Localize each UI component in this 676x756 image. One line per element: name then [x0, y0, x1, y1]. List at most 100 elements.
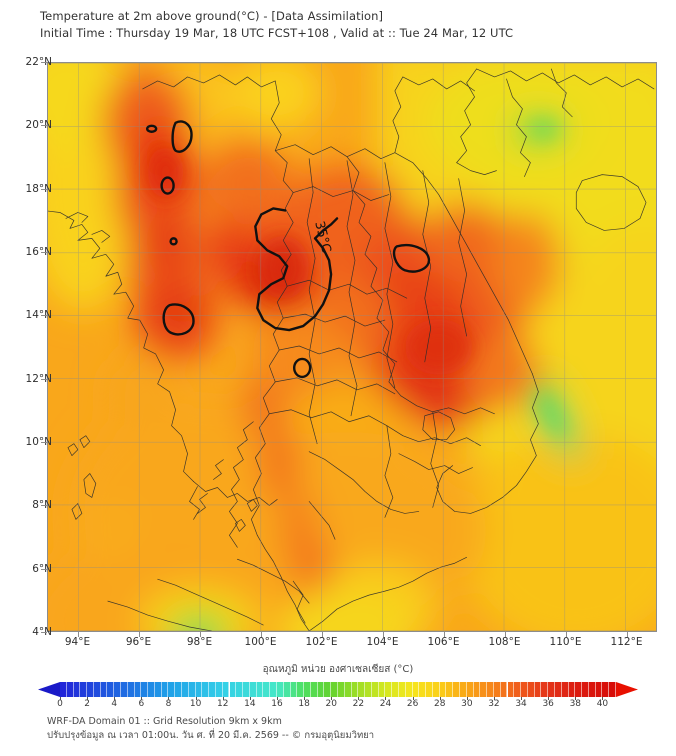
colorbar-tick-mark	[277, 697, 278, 700]
longitude-tick-mark	[139, 632, 140, 637]
latitude-tick-mark	[41, 632, 47, 633]
colorbar-tick-mark	[440, 697, 441, 700]
longitude-tick-label: 110°E	[549, 636, 582, 648]
colorbar-segment	[229, 682, 237, 697]
colorbar-segment	[378, 682, 386, 697]
colorbar-segment	[466, 682, 474, 697]
longitude-tick-label: 112°E	[610, 636, 643, 648]
colorbar-segment	[243, 682, 250, 697]
colorbar-segment	[188, 682, 196, 697]
longitude-tick-mark	[627, 632, 628, 637]
latitude-tick-label: 12°N	[25, 372, 52, 385]
colorbar-segment	[114, 682, 121, 697]
colorbar-segment	[249, 682, 257, 697]
colorbar-segment	[561, 682, 569, 697]
latitude-tick-label: 14°N	[25, 309, 52, 322]
colorbar-tick-label: 26	[406, 699, 419, 709]
colorbar-tick-mark	[385, 697, 386, 700]
colorbar-tick-label: 18	[298, 699, 310, 709]
colorbar-segment	[351, 682, 359, 697]
colorbar-segment	[134, 682, 142, 697]
colorbar-tick-mark	[60, 697, 61, 700]
temperature-contour-35c	[145, 120, 430, 379]
colorbar-tick-label: 22	[352, 699, 365, 709]
colorbar-segment	[215, 682, 223, 697]
latitude-tick-label: 16°N	[25, 246, 52, 258]
colorbar-segment	[412, 682, 420, 697]
colorbar-segment	[541, 682, 549, 697]
colorbar-segment	[317, 682, 325, 697]
colorbar-tick-label: 10	[189, 699, 202, 709]
latitude-tick-mark	[41, 505, 47, 506]
colorbar-segment	[175, 682, 183, 697]
colorbar-tick-mark	[87, 697, 88, 700]
latitude-tick-mark	[41, 569, 47, 570]
colorbar-segment	[500, 682, 508, 697]
latitude-tick-label: 20°N	[25, 119, 52, 132]
colorbar-tick-mark	[575, 697, 576, 700]
colorbar-gradient-body	[60, 682, 616, 697]
colorbar-tick-mark	[168, 697, 169, 700]
colorbar-segment	[602, 682, 610, 697]
colorbar-segment	[534, 682, 542, 697]
colorbar-segment	[331, 682, 338, 697]
colorbar-segment	[195, 682, 203, 697]
colorbar-segment	[548, 682, 555, 697]
latitude-tick-mark	[41, 442, 47, 443]
longitude-tick-mark	[200, 632, 201, 637]
latitude-tick-mark	[41, 189, 47, 190]
chart-footer: WRF-DA Domain 01 :: Grid Resolution 9km …	[47, 715, 647, 743]
colorbar-segment	[80, 682, 88, 697]
colorbar-segment	[588, 682, 596, 697]
longitude-tick-mark	[322, 632, 323, 637]
colorbar-segment	[405, 682, 413, 697]
colorbar-tick-label: 8	[165, 699, 172, 709]
colorbar-segment	[446, 682, 454, 697]
longitude-tick-mark	[505, 632, 506, 637]
latitude-tick-mark	[41, 252, 47, 253]
colorbar-segment	[141, 682, 149, 697]
colorbar-segment	[344, 682, 352, 697]
colorbar-tick-mark	[223, 697, 224, 700]
colorbar-low-arrow	[38, 682, 60, 697]
colorbar-tick-label: 40	[596, 699, 609, 709]
colorbar-tick-mark	[413, 697, 414, 700]
colorbar-tick-mark	[358, 697, 359, 700]
colorbar-tick-label: 4	[111, 699, 118, 709]
colorbar-segment	[582, 682, 589, 697]
colorbar-segment	[460, 682, 467, 697]
colorbar-tick-mark	[494, 697, 495, 700]
colorbar-tick-label: 38	[569, 699, 582, 709]
colorbar-segment	[154, 682, 162, 697]
colorbar-tick-label: 28	[433, 699, 446, 709]
longitude-tick-mark	[383, 632, 384, 637]
longitude-tick-label: 100°E	[244, 636, 277, 648]
colorbar-tick-mark	[331, 697, 332, 700]
colorbar-tick-mark	[114, 697, 115, 700]
colorbar-segment	[283, 682, 291, 697]
latitude-tick-mark	[41, 315, 47, 316]
longitude-tick-label: 98°E	[186, 636, 213, 648]
colorbar-segment	[276, 682, 284, 697]
latitude-tick-label: 18°N	[25, 182, 52, 195]
colorbar-segment	[426, 682, 433, 697]
colorbar-tick-label: 12	[216, 699, 229, 709]
longitude-tick-mark	[566, 632, 567, 637]
colorbar-segment	[161, 682, 169, 697]
colorbar-tick-mark	[141, 697, 142, 700]
colorbar-segment	[554, 682, 562, 697]
temperature-field	[48, 63, 656, 631]
colorbar-segment	[399, 682, 406, 697]
colorbar: อุณหภูมิ หน่วย องศาเซลเซียส (°C) 0 2 4 6 8 10…	[0, 662, 676, 712]
colorbar-title: อุณหภูมิ หน่วย องศาเซลเซียส (°C)	[262, 664, 414, 675]
colorbar-segment	[87, 682, 94, 697]
colorbar-segment	[527, 682, 535, 697]
attribution-line: ปรับปรุงข้อมูล ณ เวลา 01:00น. วัน ศ. ที่…	[47, 730, 375, 741]
colorbar-tick-mark	[304, 697, 305, 700]
latitude-tick-mark	[41, 379, 47, 380]
model-info-line: WRF-DA Domain 01 :: Grid Resolution 9km …	[47, 716, 282, 727]
colorbar-segment	[263, 682, 271, 697]
colorbar-segment	[419, 682, 427, 697]
longitude-tick-mark	[78, 632, 79, 637]
chart-subtitle: Initial Time : Thursday 19 Mar, 18 UTC F…	[40, 26, 514, 40]
